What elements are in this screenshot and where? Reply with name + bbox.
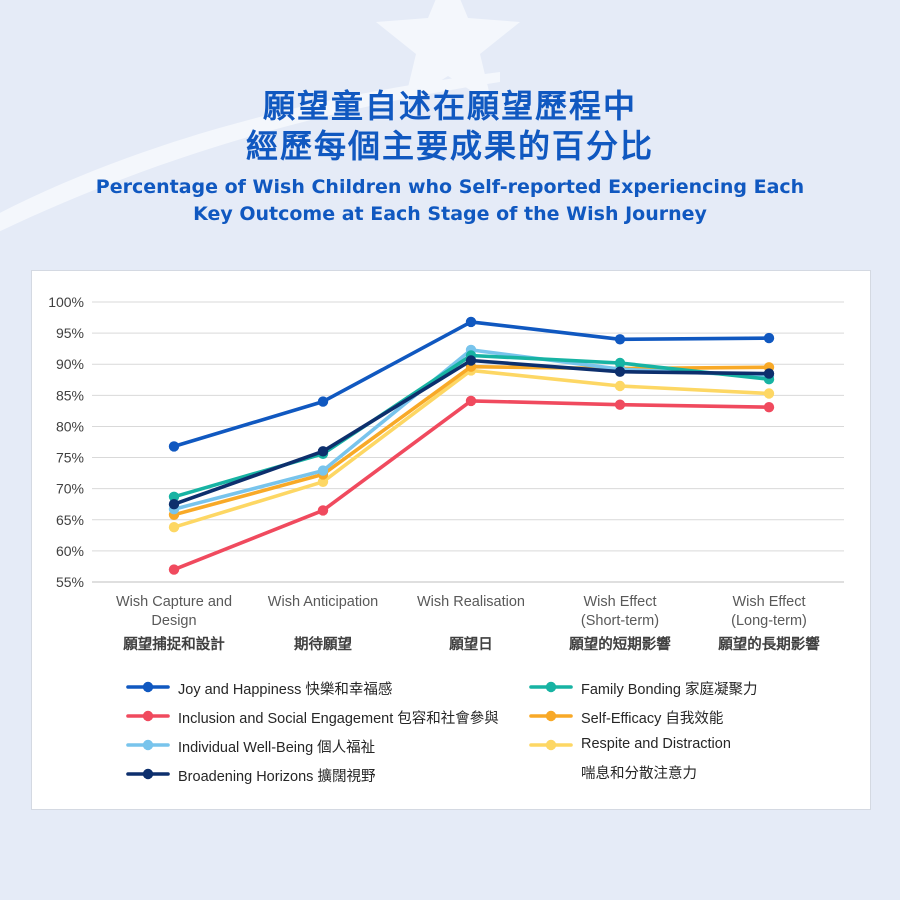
data-point xyxy=(317,446,329,457)
x-tick-label-zh: 期待願望 xyxy=(294,635,352,653)
data-point xyxy=(317,476,329,487)
star-shape-icon xyxy=(376,0,520,104)
legend-label-line2: 喘息和分散注意力 xyxy=(581,766,697,782)
data-point xyxy=(317,396,329,407)
data-point xyxy=(168,522,180,533)
x-tick-label: Wish Anticipation xyxy=(268,594,378,610)
chart-card: 100% 95% 90% 85% 80% 75% 70% 65% 60% 55% Wish Capt… xyxy=(31,270,871,810)
x-tick-label-line2: (Long-term) xyxy=(731,613,807,629)
data-point xyxy=(168,499,180,510)
x-tick-label: Wish Realisation xyxy=(417,594,525,610)
x-tick-label-zh: 願望捕捉和設計 xyxy=(123,635,225,653)
data-point xyxy=(614,334,626,345)
data-point xyxy=(317,505,329,516)
data-point xyxy=(168,491,180,502)
legend-swatch-icon xyxy=(529,710,573,722)
legend-swatch-icon xyxy=(126,739,170,751)
x-tick-label-zh: 願望的短期影響 xyxy=(569,635,671,653)
y-tick-label: 90% xyxy=(56,356,84,372)
data-point xyxy=(168,441,180,452)
data-point xyxy=(465,316,477,328)
page-title-en-line2: Key Outcome at Each Stage of the Wish Jo… xyxy=(193,203,707,225)
series-line xyxy=(172,320,771,449)
y-tick-label: 85% xyxy=(56,387,84,403)
data-point xyxy=(763,402,775,413)
legend-label: Self-Efficacy 自我效能 xyxy=(581,711,724,727)
legend-swatch-icon xyxy=(529,681,573,693)
x-tick-label-line2: (Short-term) xyxy=(581,613,659,629)
y-tick-label: 100% xyxy=(48,294,84,310)
legend-label: Respite and Distraction xyxy=(581,736,731,752)
y-tick-label: 95% xyxy=(56,325,84,341)
x-tick-label-line2: Design xyxy=(151,613,196,629)
x-tick-label-zh: 願望的長期影響 xyxy=(718,635,820,653)
y-tick-label: 65% xyxy=(56,512,84,528)
series-line xyxy=(172,358,771,506)
series-line xyxy=(172,368,771,530)
data-point xyxy=(763,388,775,399)
y-tick-label: 60% xyxy=(56,543,84,559)
x-tick-label: Wish Effect xyxy=(732,594,805,610)
legend-label: Inclusion and Social Engagement 包容和社會參與 xyxy=(178,711,499,727)
shooting-star-trail xyxy=(0,72,500,232)
page-title-block: 願望童自述在願望歷程中 經歷每個主要成果的百分比 Percentage of W… xyxy=(0,86,900,228)
y-tick-label: 55% xyxy=(56,574,84,590)
legend-swatch-icon xyxy=(529,739,573,751)
data-point xyxy=(317,465,329,476)
data-point xyxy=(168,564,180,575)
y-tick-label: 70% xyxy=(56,481,84,497)
page-title-zh-line2: 經歷每個主要成果的百分比 xyxy=(245,127,654,165)
data-point xyxy=(763,332,775,344)
page-title-zh-line1: 願望童自述在願望歷程中 xyxy=(262,87,637,125)
data-point xyxy=(614,380,626,392)
legend-label: Joy and Happiness 快樂和幸福感 xyxy=(178,682,393,698)
data-point xyxy=(614,357,626,369)
data-point xyxy=(465,395,477,407)
data-point xyxy=(465,355,477,366)
legend-swatch-icon xyxy=(126,768,170,780)
data-point xyxy=(614,366,626,377)
data-point xyxy=(614,399,626,410)
x-tick-label: Wish Effect xyxy=(583,594,656,610)
page-title-en-line1: Percentage of Wish Children who Self-rep… xyxy=(95,176,805,198)
legend-label: Individual Well-Being 個人福祉 xyxy=(178,740,376,756)
data-point xyxy=(763,368,775,379)
y-tick-label: 75% xyxy=(56,450,84,466)
x-tick-label-zh: 願望日 xyxy=(449,635,493,653)
legend-swatch-icon xyxy=(126,710,170,722)
legend-label: Family Bonding 家庭凝聚力 xyxy=(581,682,758,698)
y-tick-label: 80% xyxy=(56,418,84,434)
line-chart: 100% 95% 90% 85% 80% 75% 70% 65% 60% 55% Wish Capt… xyxy=(48,294,844,653)
legend-label: Broadening Horizons 擴闊視野 xyxy=(178,769,376,785)
x-tick-label: Wish Capture and xyxy=(116,594,232,610)
legend-swatch-icon xyxy=(126,681,170,693)
